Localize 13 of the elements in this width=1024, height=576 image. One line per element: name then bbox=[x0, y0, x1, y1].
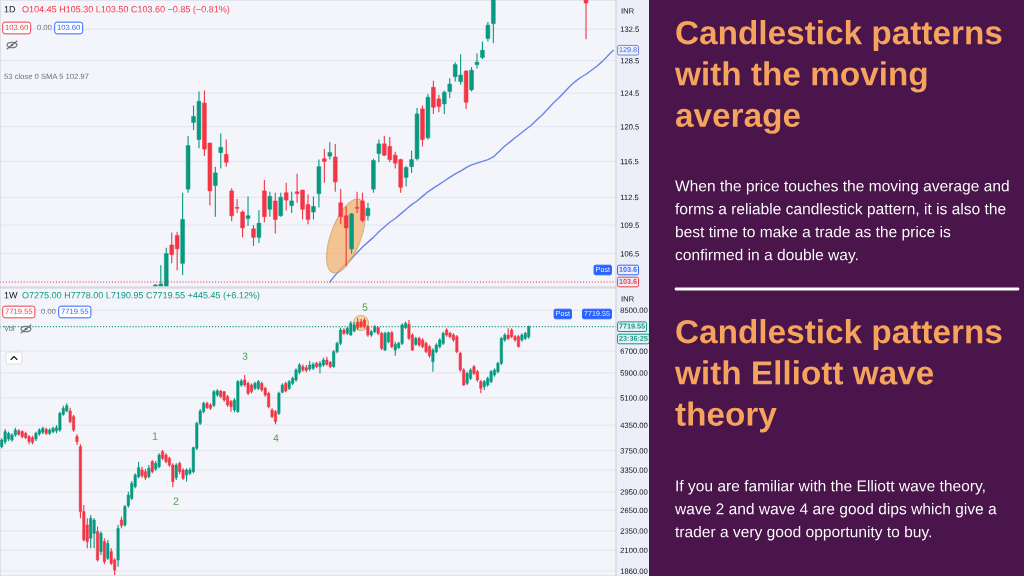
annotation: O7275.00 H7778.00 L7190.95 C7719.55 +445.45 (+6.12%) bbox=[22, 291, 260, 301]
annotation: 2 bbox=[173, 497, 179, 505]
annotation: 1W bbox=[4, 292, 18, 299]
annotation: 4 bbox=[273, 434, 279, 442]
annotation: O104.45 H105.30 L103.50 C103.60 −0.85 (−0.81%) bbox=[22, 5, 230, 15]
annotation: 5 bbox=[362, 303, 368, 311]
text: Candlestick patterns with Elliott wave theory bbox=[674, 319, 1002, 433]
text: If you are familiar with the Elliott wave theory, wave 2 and wave 4 are good dips which give a trader a very good opportunity to buy. bbox=[674, 480, 997, 541]
text: Candlestick patterns with the moving average bbox=[674, 20, 1002, 134]
annotation: 1 bbox=[152, 432, 158, 440]
annotation: 1D bbox=[4, 6, 16, 13]
annotation: 3 bbox=[242, 352, 248, 360]
text: When the price touches the moving average and forms a reliable candlestick pattern, it is also the best time to make a trade as the price is confirmed in a double way. bbox=[675, 180, 1009, 264]
